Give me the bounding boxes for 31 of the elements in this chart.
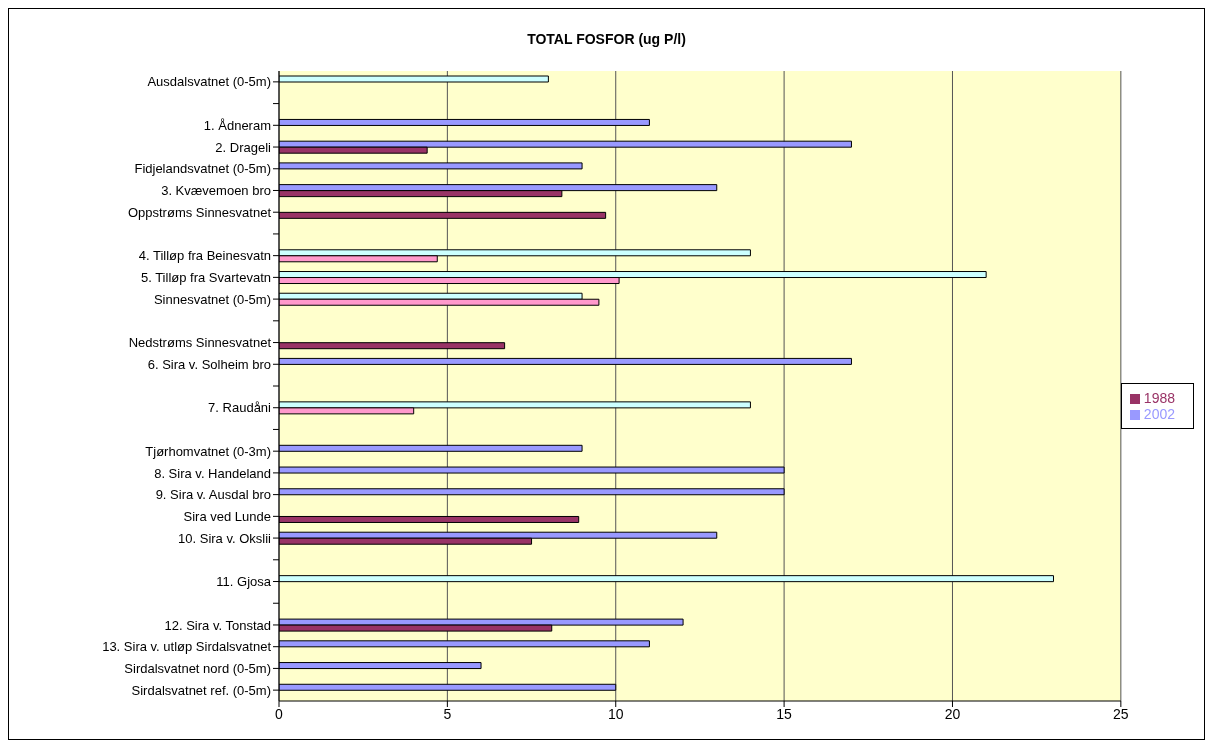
y-tick-label: 13. Sira v. utløp Sirdalsvatnet: [102, 639, 272, 655]
legend-label: 2002: [1143, 406, 1175, 422]
y-tick-label: Ausdalsvatnet (0-5m): [147, 74, 271, 90]
x-tick-label: 10: [607, 705, 624, 722]
y-tick-label: Sinnesvatnet (0-5m): [153, 291, 271, 307]
y-tick-label: 7. Raudåni: [208, 400, 272, 416]
chart-title: TOTAL FOSFOR (ug P/l): [526, 30, 687, 49]
y-tick-label: 10. Sira v. Okslii: [178, 530, 272, 546]
y-tick-label: Oppstrøms Sinnesvatnet: [127, 204, 272, 220]
y-tick-label: Fidjelandsvatnet (0-5m): [134, 161, 271, 177]
x-tick-label: 20: [944, 705, 961, 722]
y-tick-label: 11. Gjosa: [216, 574, 272, 590]
y-tick-label: 12. Sira v. Tonstad: [164, 617, 271, 633]
y-tick-label: 1. Ådneram: [203, 117, 271, 133]
y-tick-label: Sirdalsvatnet ref. (0-5m): [131, 682, 271, 698]
y-tick-label: 2. Drageli: [215, 139, 272, 155]
x-tick-label: 5: [443, 705, 452, 722]
x-tick-label: 25: [1113, 705, 1129, 722]
x-tick-label: 0: [275, 705, 284, 722]
y-tick-label: 4. Tilløp fra Beinesvatn: [138, 248, 271, 264]
y-tick-label: 8. Sira v. Handeland: [154, 465, 271, 481]
y-tick-label: Sira ved Lunde: [183, 508, 271, 524]
y-tick-label: Sirdalsvatnet nord (0-5m): [124, 661, 271, 677]
y-tick-label: Nedstrøms Sinnesvatnet: [128, 335, 272, 351]
y-tick-label: 9. Sira v. Ausdal bro: [155, 487, 271, 503]
y-tick-label: Tjørhomvatnet (0-3m): [145, 443, 271, 459]
y-tick-label: 3. Kvævemoen bro: [161, 183, 271, 199]
x-tick-label: 15: [776, 705, 793, 722]
y-tick-label: 5. Tilløp fra Svartevatn: [140, 269, 271, 285]
y-tick-label: 6. Sira v. Solheim bro: [147, 356, 271, 372]
legend-label: 1988: [1143, 390, 1175, 406]
